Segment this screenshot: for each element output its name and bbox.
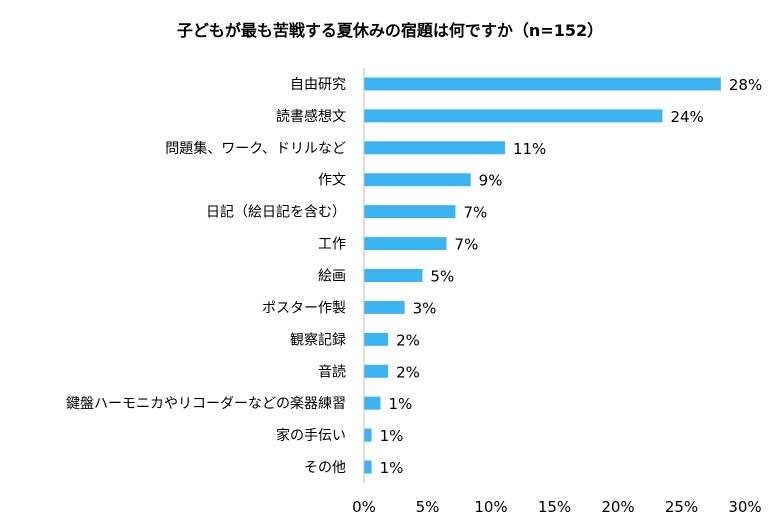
bar — [364, 237, 447, 251]
bar — [364, 428, 372, 442]
category-label: ポスター作製 — [262, 300, 346, 316]
bar — [364, 460, 372, 474]
bar — [364, 300, 405, 314]
data-label: 2% — [396, 331, 420, 349]
data-label: 1% — [380, 427, 404, 445]
bar — [364, 269, 423, 282]
data-label: 2% — [396, 363, 420, 381]
category-label: 自由研究 — [290, 77, 346, 93]
chart-title: 子どもが最も苦戦する夏休みの宿題は何ですか（n=152） — [176, 21, 604, 40]
data-label: 11% — [513, 140, 546, 158]
category-label: 家の手伝い — [276, 427, 346, 444]
bar — [364, 205, 456, 219]
category-label: 読書感想文 — [276, 108, 346, 125]
data-label: 7% — [463, 204, 487, 222]
bar — [364, 173, 471, 187]
data-label: 9% — [479, 172, 503, 190]
bar — [364, 141, 505, 155]
data-label: 1% — [380, 459, 404, 477]
category-label: 絵画 — [318, 269, 346, 285]
data-label: 5% — [430, 268, 454, 286]
data-label: 28% — [729, 76, 762, 94]
category-label: 日記（絵日記を含む） — [206, 204, 346, 221]
data-label: 7% — [455, 236, 479, 254]
category-label: その他 — [304, 460, 346, 476]
x-tick-label: 30% — [728, 498, 761, 516]
bar — [364, 396, 381, 410]
category-label: 問題集、ワーク、ドリルなど — [165, 140, 346, 157]
category-label: 鍵盤ハーモニカやリコーダーなどの楽器練習 — [66, 396, 346, 412]
x-tick-label: 15% — [538, 498, 571, 516]
category-label: 音読 — [318, 363, 346, 380]
category-label: 工作 — [318, 237, 346, 253]
x-tick-label: 20% — [601, 498, 634, 516]
bar — [364, 364, 389, 378]
data-label: 1% — [389, 395, 413, 413]
category-label: 作文 — [318, 173, 346, 189]
x-tick-label: 0% — [352, 498, 376, 516]
bar — [364, 109, 663, 123]
bar — [364, 77, 721, 91]
category-label: 観察記録 — [290, 331, 346, 348]
data-label: 3% — [413, 299, 437, 317]
data-label: 24% — [670, 108, 703, 126]
x-tick-label: 10% — [474, 498, 507, 516]
bar — [364, 332, 389, 346]
x-tick-label: 25% — [665, 498, 698, 516]
x-tick-label: 5% — [416, 498, 440, 516]
